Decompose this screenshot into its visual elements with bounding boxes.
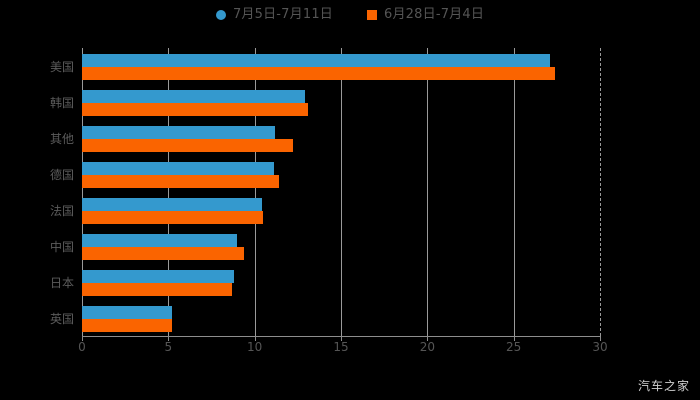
- bar[interactable]: [82, 162, 274, 175]
- y-axis-label-2: 其他: [49, 132, 74, 146]
- gridline-x-30: [600, 48, 601, 336]
- gridline-x-20: [427, 48, 429, 336]
- y-axis-label-5: 中国: [49, 240, 74, 254]
- x-tick-label-0: 0: [78, 340, 86, 354]
- x-tick-label-5: 5: [164, 340, 173, 354]
- bar[interactable]: [82, 283, 233, 296]
- x-tick-mark-5: [168, 336, 170, 341]
- watermark-label: 汽车之家: [637, 379, 690, 393]
- bar[interactable]: [82, 139, 293, 152]
- bar-group: [82, 234, 600, 260]
- bar[interactable]: [82, 234, 238, 247]
- bar-group: [82, 126, 600, 152]
- x-tick-mark-25: [513, 336, 515, 341]
- bar-group: [82, 162, 600, 188]
- gridline-x-15: [341, 48, 342, 336]
- y-axis-label-3: 德国: [49, 168, 74, 182]
- x-tick-mark-30: [600, 336, 601, 341]
- legend-marker-circle-icon: [215, 9, 226, 20]
- bar[interactable]: [82, 126, 276, 139]
- legend-marker-square-icon: [367, 9, 377, 20]
- y-axis-label-4: 法国: [49, 204, 74, 218]
- x-tick-label-10: 10: [247, 340, 263, 354]
- y-axis-category-labels: 美国韩国其他德国法国中国日本英国: [0, 48, 74, 336]
- bar[interactable]: [82, 211, 264, 224]
- gridline-x-0: [82, 48, 83, 336]
- bar[interactable]: [82, 103, 309, 116]
- gridline-x-10: [254, 48, 256, 336]
- bar-group: [82, 90, 600, 116]
- legend-item-series-1[interactable]: 7月5日-7月11日: [215, 7, 333, 22]
- bar-group: [82, 270, 600, 296]
- y-axis-label-6: 日本: [49, 276, 74, 290]
- x-tick-mark-10: [254, 336, 256, 341]
- plot-area: [82, 48, 601, 336]
- legend-item-series-2[interactable]: 6月28日-7月4日: [367, 8, 484, 21]
- x-tick-mark-20: [427, 336, 429, 341]
- bar-group: [82, 54, 600, 80]
- bar[interactable]: [82, 54, 550, 67]
- legend-label-series-1: 7月5日-7月11日: [232, 7, 333, 22]
- gridline-x-25: [513, 48, 515, 336]
- bar[interactable]: [82, 247, 245, 260]
- gridline-x-5: [168, 48, 170, 336]
- bar[interactable]: [82, 306, 172, 319]
- bar[interactable]: [82, 270, 234, 283]
- bar-group: [82, 306, 600, 332]
- bar[interactable]: [82, 319, 172, 332]
- bar-group: [82, 198, 600, 224]
- bar[interactable]: [82, 90, 305, 103]
- x-tick-mark-0: [82, 336, 83, 341]
- legend-label-series-2: 6月28日-7月4日: [384, 7, 485, 22]
- y-axis-label-7: 英国: [49, 312, 74, 326]
- chart-legend: 7月5日-7月11日 6月28日-7月4日: [0, 8, 700, 21]
- x-tick-label-25: 25: [506, 340, 522, 354]
- y-axis-label-1: 韩国: [49, 96, 74, 110]
- bar[interactable]: [82, 67, 556, 80]
- x-tick-label-20: 20: [419, 340, 435, 354]
- x-tick-label-15: 15: [333, 340, 349, 354]
- x-tick-mark-15: [341, 336, 342, 341]
- y-axis-label-0: 美国: [49, 60, 74, 74]
- bar[interactable]: [82, 175, 279, 188]
- bar[interactable]: [82, 198, 262, 211]
- x-tick-label-30: 30: [592, 340, 608, 354]
